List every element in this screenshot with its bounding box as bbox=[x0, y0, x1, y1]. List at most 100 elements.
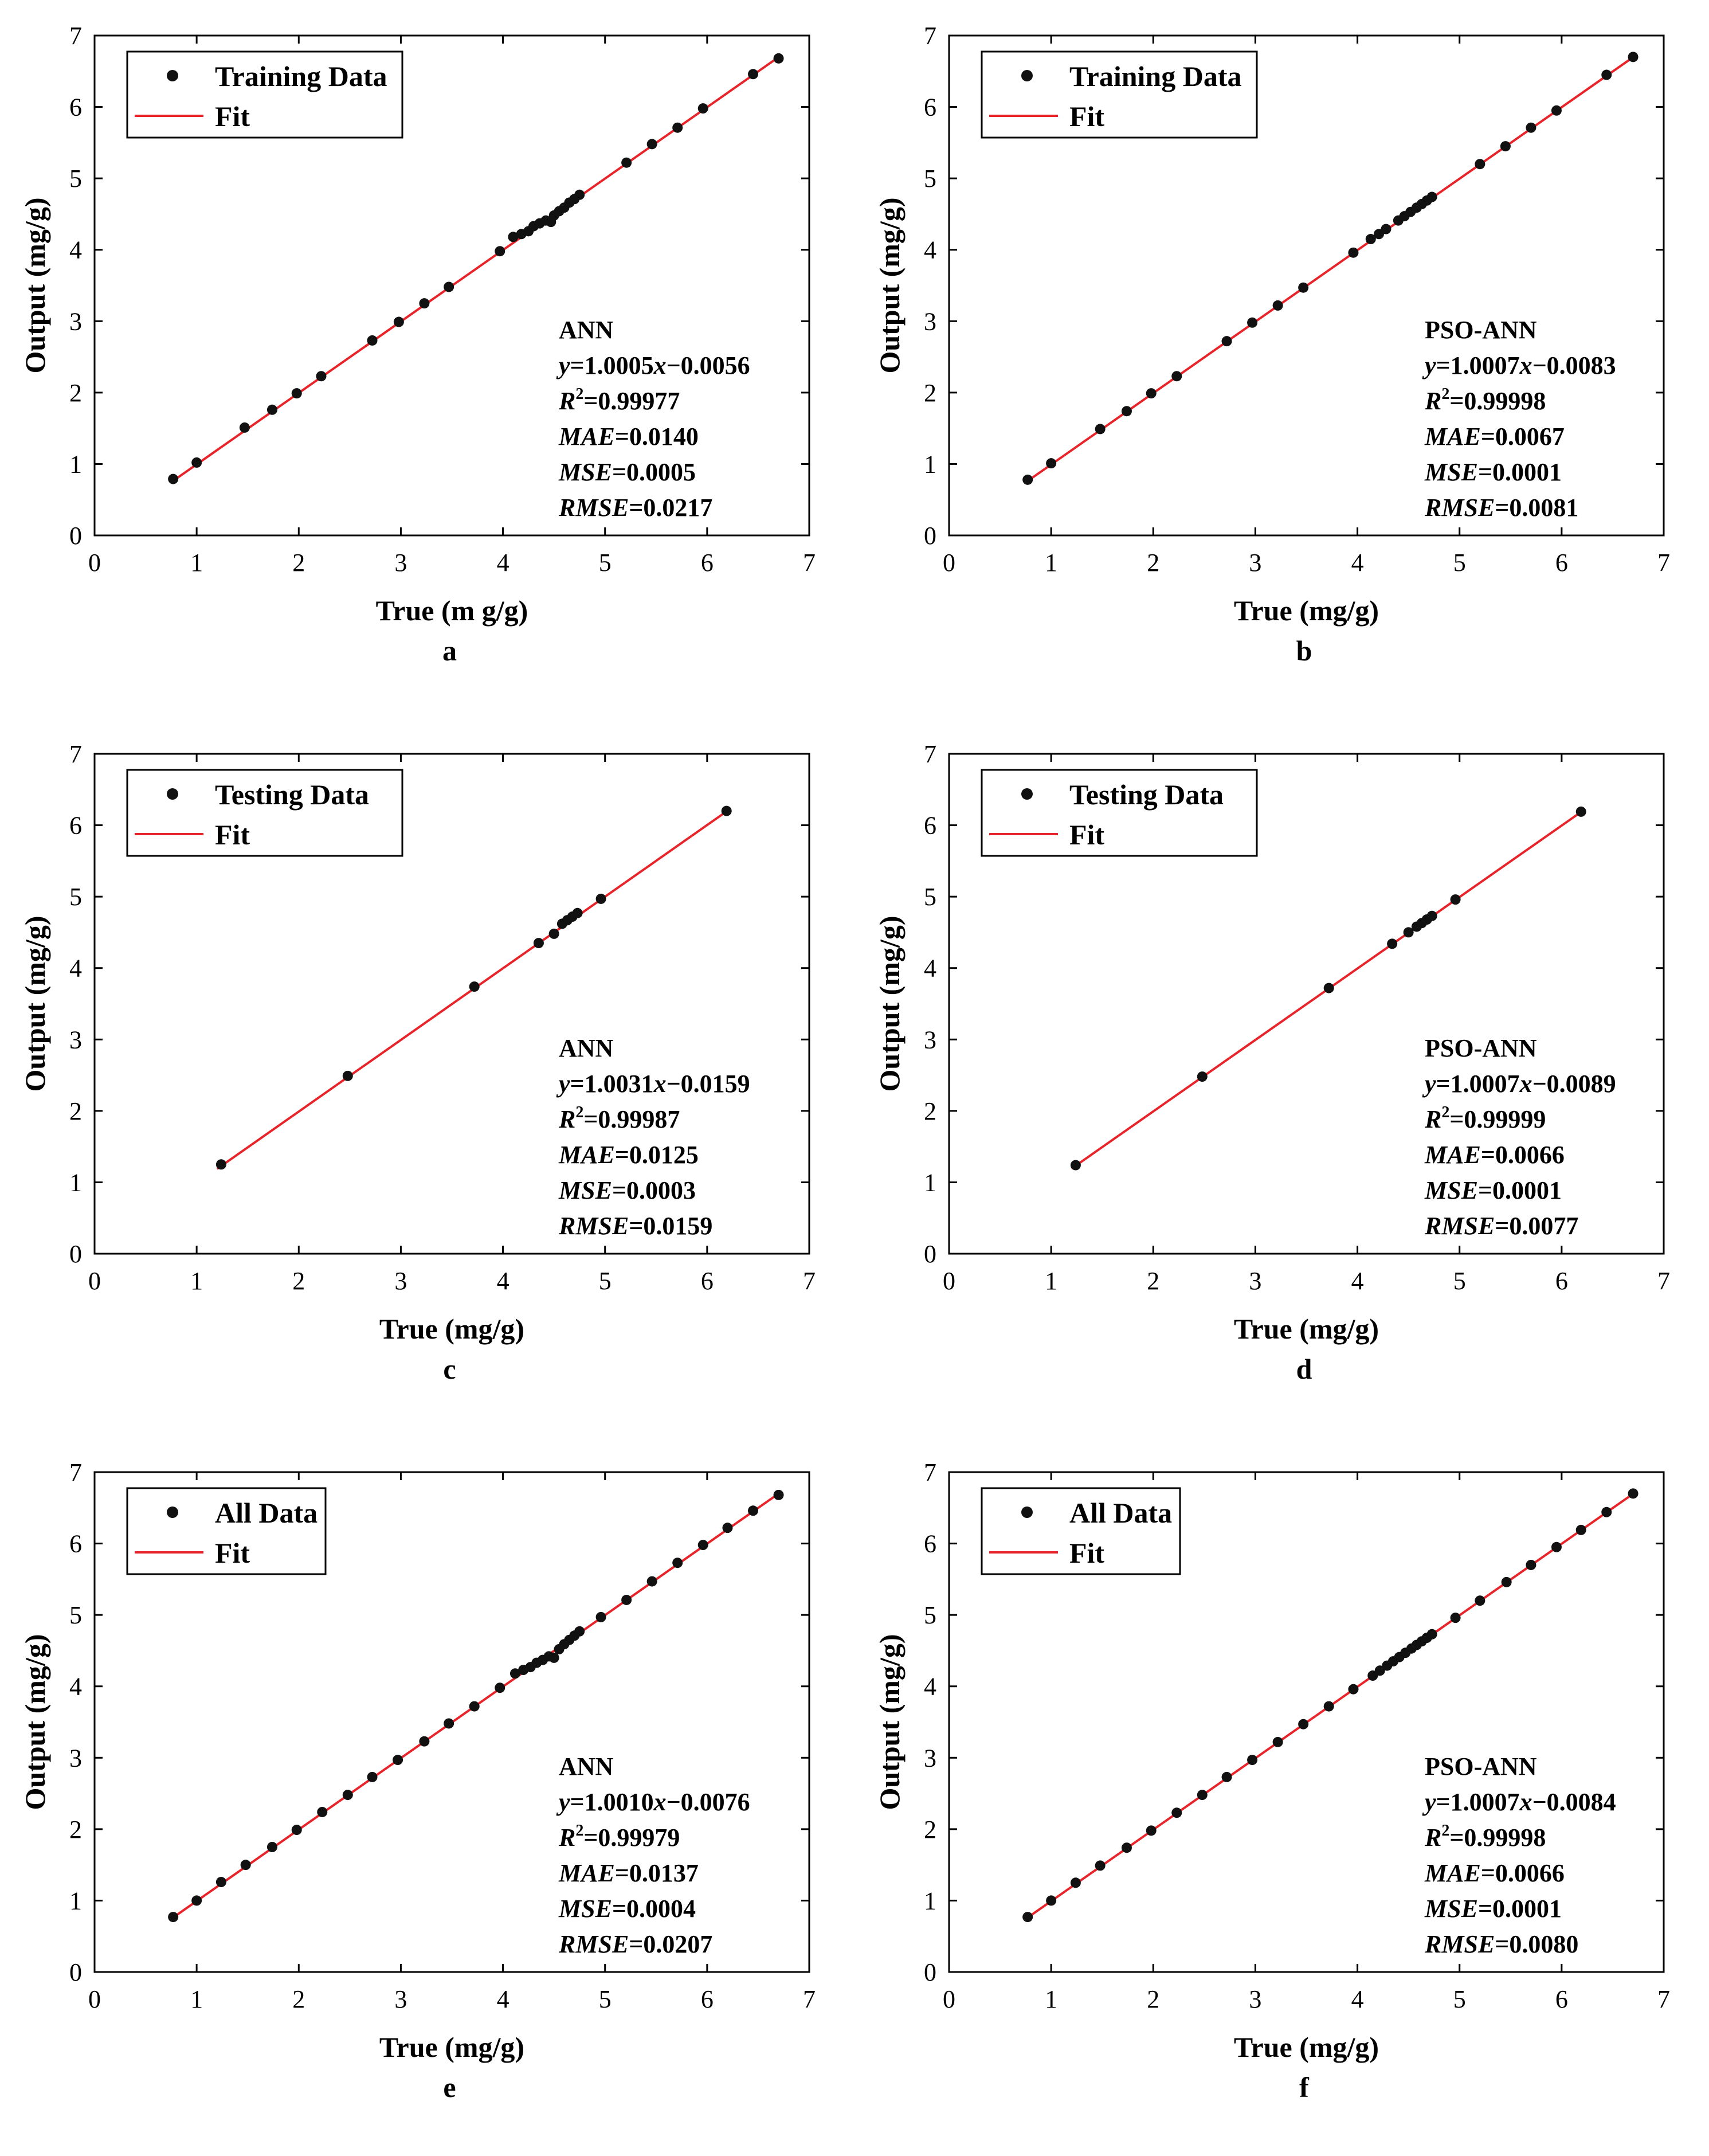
data-point bbox=[266, 404, 277, 415]
data-point bbox=[342, 1070, 353, 1081]
data-point bbox=[1046, 1895, 1057, 1906]
legend-fit-label: Fit bbox=[215, 100, 250, 132]
y-tick-label: 5 bbox=[69, 1601, 82, 1629]
data-point bbox=[444, 1718, 454, 1729]
legend-box bbox=[981, 769, 1258, 857]
legend-marker-icon bbox=[167, 788, 178, 800]
mae-var: MAE bbox=[558, 422, 615, 451]
x-axis-title: True (m g/g) bbox=[376, 594, 528, 627]
y-tick-label: 1 bbox=[924, 450, 936, 478]
stats-mae: MAE=0.0066 bbox=[1424, 1859, 1565, 1887]
x-tick-label: 4 bbox=[497, 1267, 509, 1295]
y-tick-label: 0 bbox=[924, 1958, 936, 1986]
r2-var: R bbox=[1424, 1824, 1441, 1852]
y-tick-label: 0 bbox=[69, 1240, 82, 1268]
stats-r2: R2=0.99999 bbox=[1424, 1104, 1546, 1133]
data-point bbox=[1526, 1559, 1536, 1570]
x-tick-label: 5 bbox=[1453, 1267, 1466, 1295]
y-tick-label: 6 bbox=[924, 93, 936, 122]
x-tick-label: 4 bbox=[1351, 1267, 1364, 1295]
legend-marker-icon bbox=[1021, 788, 1033, 800]
data-point bbox=[367, 1771, 378, 1782]
y-tick-label: 4 bbox=[69, 236, 82, 264]
data-point bbox=[773, 53, 784, 64]
plot-frame bbox=[93, 34, 810, 537]
data-point bbox=[548, 928, 559, 939]
data-point bbox=[1450, 1613, 1461, 1623]
y-tick-label: 3 bbox=[69, 1026, 82, 1054]
data-point bbox=[1365, 234, 1376, 245]
data-point bbox=[1197, 1071, 1208, 1082]
x-tick-label: 6 bbox=[701, 549, 714, 577]
x-tick-label: 2 bbox=[1147, 549, 1159, 577]
mae-value: =0.0140 bbox=[615, 422, 699, 451]
x-axis-title: True (mg/g) bbox=[1234, 1313, 1379, 1345]
mse-value: =0.0003 bbox=[612, 1176, 696, 1204]
data-point bbox=[1323, 1701, 1334, 1712]
r2-var: R bbox=[1424, 387, 1441, 415]
data-point bbox=[1146, 388, 1157, 399]
x-tick-label: 3 bbox=[394, 549, 407, 577]
data-point bbox=[1323, 983, 1334, 993]
mae-var: MAE bbox=[1424, 1141, 1481, 1169]
data-point bbox=[1500, 141, 1511, 152]
equation-slope: =1.0007 bbox=[1436, 1070, 1520, 1098]
y-tick-label: 1 bbox=[69, 450, 82, 478]
data-point bbox=[1475, 1595, 1485, 1606]
equation-x: x bbox=[653, 1788, 667, 1816]
x-tick-label: 0 bbox=[943, 1985, 955, 2013]
chart-panel-a: 0 1 2 3 4 5 6 7 0 1 2 3 4 5 6 7 True (m g/g) Output (mg/g… bbox=[19, 22, 816, 667]
data-point bbox=[1387, 938, 1398, 949]
data-point bbox=[621, 1594, 632, 1605]
legend-box bbox=[126, 769, 403, 857]
data-point bbox=[1247, 1755, 1258, 1766]
data-point bbox=[1146, 1825, 1157, 1836]
stats-r2: R2=0.99977 bbox=[558, 385, 680, 415]
r2-value: =0.99979 bbox=[583, 1824, 680, 1852]
data-point bbox=[1022, 474, 1033, 485]
data-point bbox=[444, 281, 454, 292]
legend-fit-label: Fit bbox=[215, 819, 250, 851]
equation-intercept: −0.0159 bbox=[667, 1070, 750, 1098]
equation-slope: =1.0031 bbox=[570, 1070, 654, 1098]
plot-frame bbox=[93, 753, 810, 1255]
x-tick-label: 5 bbox=[1453, 549, 1466, 577]
data-point bbox=[1426, 1629, 1437, 1640]
chart-panel-f: 0 1 2 3 4 5 6 7 0 1 2 3 4 5 6 7 True (mg/g) Output (mg/g)… bbox=[873, 1458, 1670, 2103]
data-point bbox=[1298, 1719, 1309, 1730]
r2-sup: 2 bbox=[575, 385, 583, 403]
x-tick-label: 6 bbox=[1555, 1267, 1568, 1295]
y-tick-label: 0 bbox=[69, 1958, 82, 1986]
chart-panel-b: 0 1 2 3 4 5 6 7 0 1 2 3 4 5 6 7 True (mg/g) Output (mg/g)… bbox=[873, 22, 1670, 667]
y-tick-label: 3 bbox=[69, 307, 82, 335]
chart-panel-d: 0 1 2 3 4 5 6 7 0 1 2 3 4 5 6 7 True (mg/g) Output (mg/g)… bbox=[873, 740, 1670, 1385]
x-tick-label: 0 bbox=[88, 549, 101, 577]
stats-equation: y=1.0007x−0.0089 bbox=[1422, 1070, 1616, 1098]
data-point bbox=[721, 805, 732, 816]
data-point bbox=[291, 1825, 302, 1836]
y-tick-label: 7 bbox=[924, 1458, 936, 1486]
data-point bbox=[1628, 1488, 1639, 1499]
y-axis-title: Output (mg/g) bbox=[873, 198, 906, 374]
r2-var: R bbox=[558, 387, 575, 415]
data-point bbox=[469, 981, 480, 992]
y-tick-label: 3 bbox=[69, 1744, 82, 1772]
legend-data-label: Testing Data bbox=[1069, 778, 1224, 811]
x-tick-label: 7 bbox=[803, 1267, 816, 1295]
r2-value: =0.99998 bbox=[1449, 387, 1546, 415]
x-tick-label: 1 bbox=[1045, 1985, 1057, 2013]
stats-r2: R2=0.99979 bbox=[558, 1822, 680, 1852]
stats-rmse: RMSE=0.0077 bbox=[1424, 1212, 1578, 1240]
equation-y: y bbox=[1422, 351, 1436, 379]
equation-slope: =1.0005 bbox=[570, 351, 654, 379]
y-tick-label: 1 bbox=[924, 1887, 936, 1915]
data-point bbox=[419, 298, 430, 309]
equation-x: x bbox=[1519, 1070, 1532, 1098]
stats-model: PSO-ANN bbox=[1425, 1034, 1537, 1062]
data-point bbox=[1381, 224, 1391, 234]
panel-letter: b bbox=[1296, 635, 1312, 667]
data-point bbox=[748, 69, 759, 80]
legend-fit-label: Fit bbox=[215, 1537, 250, 1569]
data-point bbox=[697, 1540, 708, 1551]
y-axis-title: Output (mg/g) bbox=[19, 1634, 51, 1810]
